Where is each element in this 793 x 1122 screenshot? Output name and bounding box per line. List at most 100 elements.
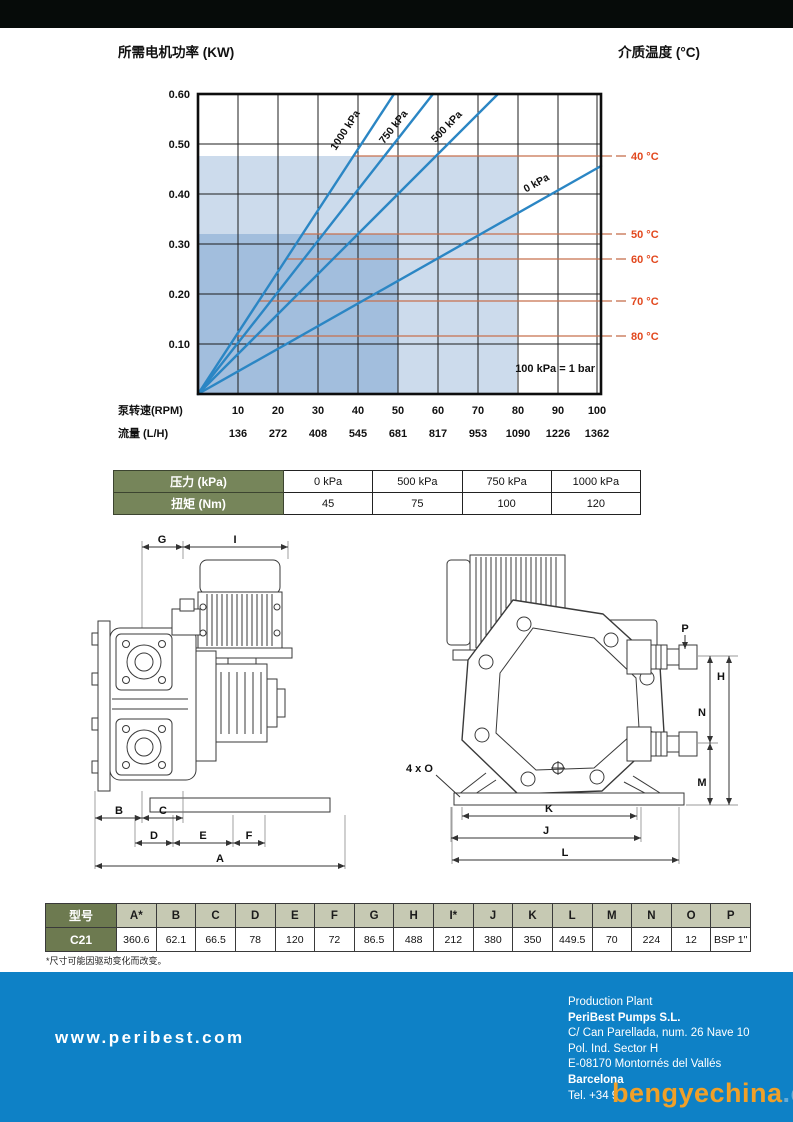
port-connector-bottom xyxy=(626,726,698,762)
svg-text:0.30: 0.30 xyxy=(169,239,190,251)
svg-text:681: 681 xyxy=(389,428,407,440)
dim-label-l: L xyxy=(562,847,569,859)
torque-header: 扭矩 (Nm) xyxy=(113,492,284,515)
table-row: 压力 (kPa) 0 kPa 500 kPa 750 kPa 1000 kPa xyxy=(113,470,642,493)
temp-label-50: 50 °C xyxy=(631,229,659,241)
address-line: E-08170 Montornés del Vallés xyxy=(568,1058,722,1071)
dim-label-g: G xyxy=(158,534,167,546)
phone-line: Tel. +34 9 xyxy=(568,1089,619,1102)
y-axis: 0.60 0.50 0.40 0.30 0.20 0.10 xyxy=(169,89,190,351)
svg-text:20: 20 xyxy=(272,405,284,417)
svg-text:817: 817 xyxy=(429,428,447,440)
rpm-axis-label: 泵转速(RPM) xyxy=(118,403,183,417)
holes-callout: 4 x O xyxy=(406,763,461,798)
address-line: Production Plant xyxy=(568,996,653,1008)
table-footnote: *尺寸可能因驱动变化而改变。 xyxy=(46,956,167,966)
svg-text:60: 60 xyxy=(432,405,444,417)
svg-text:10: 10 xyxy=(232,405,244,417)
svg-text:136: 136 xyxy=(229,428,247,440)
svg-text:0.40: 0.40 xyxy=(169,189,190,201)
chart-grid xyxy=(198,94,601,394)
dim-label-k: K xyxy=(545,803,553,815)
dim-label-n: N xyxy=(698,707,706,719)
dim-label-p: P xyxy=(681,623,688,635)
watermark-text: bengyechina xyxy=(612,1078,783,1108)
table-header-row: 型号 A* B C D E F G H I* J K L M N O P xyxy=(45,903,751,928)
dim-label-h: H xyxy=(717,671,725,683)
dim-p: P xyxy=(681,623,689,649)
address-line: Pol. Ind. Sector H xyxy=(568,1042,659,1055)
chart-title-left: 所需电机功率 (KW) xyxy=(118,44,234,60)
watermark-suffix: .com xyxy=(782,1078,793,1108)
address-city: Barcelona xyxy=(568,1073,624,1086)
unit-note: 100 kPa = 1 bar xyxy=(515,363,596,375)
svg-text:0.50: 0.50 xyxy=(169,139,190,151)
model-cell: C21 xyxy=(45,927,117,952)
pressure-curves xyxy=(196,92,603,396)
pressure-header: 压力 (kPa) xyxy=(113,470,284,493)
svg-text:953: 953 xyxy=(469,428,487,440)
drawing-front-view: 4 x O P H N M K xyxy=(406,554,738,864)
dim-label-j: J xyxy=(543,825,549,837)
x-axis-flow: 流量 (L/H) 136 272 408 545 681 817 953 109… xyxy=(118,426,609,440)
temp-label-80: 80 °C xyxy=(631,331,659,343)
table-row: 扭矩 (Nm) 45 75 100 120 xyxy=(113,492,642,515)
dim-label-e: E xyxy=(199,830,206,842)
svg-text:272: 272 xyxy=(269,428,287,440)
dim-right: H N M xyxy=(686,655,738,806)
chart-title-right: 介质温度 (°C) xyxy=(617,44,700,60)
pump-head-side xyxy=(91,598,217,792)
pressure-torque-table: 压力 (kPa) 0 kPa 500 kPa 750 kPa 1000 kPa … xyxy=(113,470,642,515)
drawing-side-view: G I xyxy=(91,534,346,869)
pedestal xyxy=(149,797,331,813)
svg-text:408: 408 xyxy=(309,428,327,440)
company-name: PeriBest Pumps S.L. xyxy=(568,1011,681,1024)
dimensions-table: 型号 A* B C D E F G H I* J K L M N O P C21… xyxy=(45,903,751,952)
curve-label-0kpa: 0 kPa xyxy=(522,171,552,195)
top-black-bar xyxy=(0,0,793,28)
svg-text:1362: 1362 xyxy=(585,428,609,440)
plot-border xyxy=(196,92,603,396)
dim-label-f: F xyxy=(246,830,253,842)
holes-label: 4 x O xyxy=(406,763,433,775)
svg-text:40: 40 xyxy=(352,405,364,417)
gearbox-side xyxy=(212,663,286,743)
dim-label-i: I xyxy=(233,534,236,546)
dim-label-m: M xyxy=(697,777,706,789)
temperature-lines xyxy=(236,155,626,337)
table-row: C21 360.6 62.1 66.5 78 120 72 86.5 488 2… xyxy=(45,927,751,952)
dim-label-b: B xyxy=(115,805,123,817)
svg-text:545: 545 xyxy=(349,428,367,440)
flow-axis-label: 流量 (L/H) xyxy=(118,426,168,440)
motor-side xyxy=(187,559,293,665)
power-chart: 所需电机功率 (KW) 介质温度 (°C) xyxy=(118,44,700,440)
temp-label-70: 70 °C xyxy=(631,296,659,308)
svg-text:50: 50 xyxy=(392,405,404,417)
dim-label-a: A xyxy=(216,853,224,865)
base-feet xyxy=(453,772,685,806)
dim-bottom: B C D E F A xyxy=(94,791,346,869)
port-connector-top xyxy=(626,639,698,675)
x-axis-rpm: 泵转速(RPM) 10 20 30 40 50 60 70 80 90 100 xyxy=(118,403,606,417)
temp-label-40: 40 °C xyxy=(631,151,659,163)
dim-label-c: C xyxy=(159,805,167,817)
svg-text:0.10: 0.10 xyxy=(169,339,190,351)
footer: www.peribest.com Production Plant PeriBe… xyxy=(0,972,793,1122)
svg-text:80: 80 xyxy=(512,405,524,417)
address-block: Production Plant PeriBest Pumps S.L. C/ … xyxy=(568,995,750,1104)
temp-label-60: 60 °C xyxy=(631,254,659,266)
curve-label-500kpa: 500 kPa xyxy=(429,109,465,146)
website-link[interactable]: www.peribest.com xyxy=(55,1028,245,1047)
address-line: C/ Can Parellada, num. 26 Nave 10 xyxy=(568,1027,750,1040)
dim-label-d: D xyxy=(150,830,158,842)
svg-text:0.20: 0.20 xyxy=(169,289,190,301)
dim-top: G I xyxy=(141,534,289,633)
pump-casing-front xyxy=(461,599,665,795)
svg-text:1226: 1226 xyxy=(546,428,570,440)
svg-text:30: 30 xyxy=(312,405,324,417)
svg-text:100: 100 xyxy=(588,405,606,417)
svg-text:70: 70 xyxy=(472,405,484,417)
model-header: 型号 xyxy=(45,903,117,928)
svg-text:0.60: 0.60 xyxy=(169,89,190,101)
